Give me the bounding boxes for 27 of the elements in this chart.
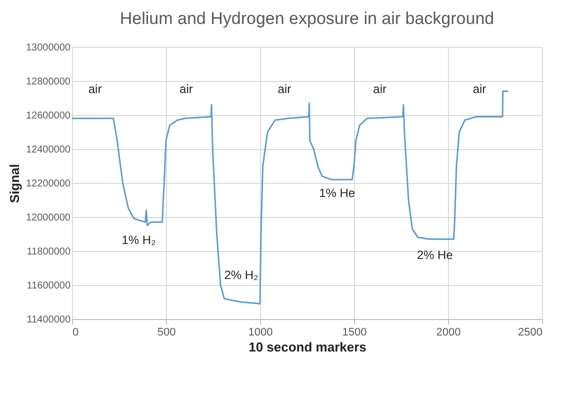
x-tick-label: 1000 <box>248 326 273 338</box>
annotation: air <box>88 82 102 96</box>
y-tick-label: 12800000 <box>26 76 71 88</box>
chart-title: Helium and Hydrogen exposure in air background <box>120 9 494 28</box>
x-tick-label: 2000 <box>436 326 461 338</box>
y-tick-label: 11400000 <box>26 314 71 326</box>
y-tick-label: 11800000 <box>26 246 71 258</box>
x-tick-label: 0 <box>72 326 79 338</box>
annotation: air <box>472 82 486 96</box>
annotation: 2% He <box>416 248 454 262</box>
annotation: 1% H₂ <box>122 233 156 248</box>
annotation: air <box>278 82 292 96</box>
y-tick-label: 11600000 <box>26 280 71 292</box>
x-tick-label: 1500 <box>342 326 367 338</box>
annotation: 1% He <box>319 186 356 200</box>
y-tick-label: 12000000 <box>26 212 71 224</box>
y-tick-label: 12200000 <box>26 178 71 190</box>
x-tick-label: 500 <box>157 326 176 338</box>
annotation: 2% H₂ <box>224 268 259 282</box>
x-tick-label: 2500 <box>518 326 542 338</box>
y-tick-label: 13000000 <box>26 42 71 54</box>
y-tick-label: 12400000 <box>26 144 71 156</box>
y-axis-title: Signal <box>7 164 22 204</box>
annotation: air <box>180 82 193 96</box>
annotation: air <box>373 82 387 96</box>
x-axis-title: 10 second markers <box>248 340 366 354</box>
y-tick-label: 12600000 <box>26 110 71 122</box>
